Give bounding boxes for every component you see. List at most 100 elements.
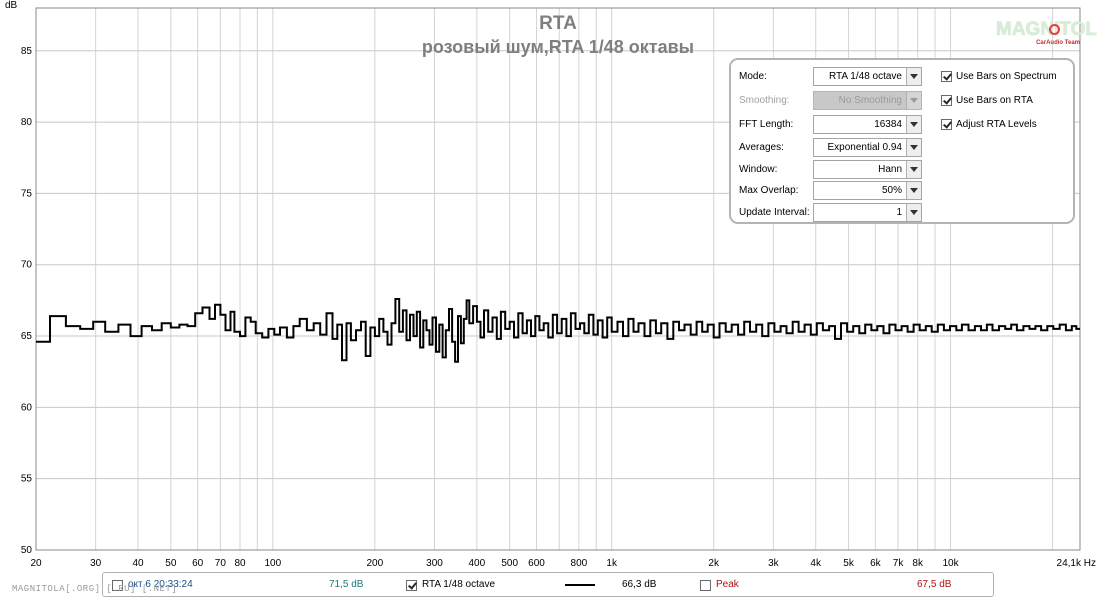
x-tick-label: 60 [192, 558, 204, 569]
x-tick-label: 7k [893, 558, 905, 569]
fft-length-label: FFT Length: [739, 119, 794, 130]
mode-label: Mode: [739, 71, 767, 82]
plot-frame [35, 7, 1081, 551]
averages-row: Averages: Exponential 0.94 [738, 138, 928, 158]
chevron-down-icon[interactable] [906, 139, 921, 156]
legend-rta-swatch [565, 584, 595, 586]
adjust-rta-levels-label: Adjust RTA Levels [956, 119, 1037, 130]
x-tick-label: 400 [469, 558, 486, 569]
max-overlap-select[interactable]: 50% [813, 181, 922, 200]
x-tick-label: 4k [810, 558, 822, 569]
y-tick-label: 80 [21, 117, 33, 128]
x-tick-label: 50 [165, 558, 177, 569]
chevron-down-icon[interactable] [906, 116, 921, 133]
x-tick-label: 500 [501, 558, 518, 569]
legend-rta-value: 66,3 dB [622, 579, 657, 590]
chevron-down-icon [906, 92, 921, 109]
legend-peak-label: Peak [716, 579, 739, 590]
chevron-down-icon[interactable] [906, 204, 921, 221]
x-tick-label: 70 [215, 558, 227, 569]
site-watermark: MAGNITOLA[.ORG] [.RU] [.NET] [12, 584, 178, 594]
x-tick-labels: 20 30 40 50 60 70 80 100 200 300 400 500 600 800 1k 2k 3… [30, 558, 1096, 569]
chart-title: RTA [539, 13, 577, 34]
use-bars-rta-checkbox[interactable] [941, 95, 952, 106]
averages-label: Averages: [739, 142, 784, 153]
use-bars-rta-label: Use Bars on RTA [956, 95, 1033, 106]
y-axis-label: dB [5, 0, 18, 11]
chevron-down-icon[interactable] [906, 68, 921, 85]
logo-ring-icon [1049, 24, 1060, 35]
y-tick-label: 70 [21, 260, 33, 271]
adjust-rta-levels-checkbox[interactable] [941, 119, 952, 130]
x-tick-label: 5k [843, 558, 855, 569]
legend-measurement-label: окт 6 20:33:24 [128, 579, 193, 590]
x-tick-label: 24,1k Hz [1057, 558, 1096, 569]
legend-toggle-measurement[interactable] [112, 580, 123, 591]
use-bars-spectrum-checkbox[interactable] [941, 71, 952, 82]
x-tick-label: 100 [265, 558, 282, 569]
series-line-rta [36, 298, 1080, 363]
x-tick-label: 1k [606, 558, 618, 569]
update-interval-select[interactable]: 1 [813, 203, 922, 222]
rta-control-panel: Mode: RTA 1/48 octave Smoothing: No Smoo… [729, 58, 1075, 224]
x-tick-label: 20 [30, 558, 42, 569]
logo-tagline: CarAudio Team [1036, 40, 1080, 46]
window-value: Hann [878, 164, 902, 175]
chevron-down-icon[interactable] [906, 182, 921, 199]
mode-select[interactable]: RTA 1/48 octave [813, 67, 922, 86]
x-tick-label: 800 [571, 558, 588, 569]
x-tick-label: 40 [132, 558, 144, 569]
legend-rta-label: RTA 1/48 octave [422, 579, 496, 590]
legend-toggle-rta[interactable] [406, 580, 417, 591]
adjust-rta-levels-option[interactable]: Adjust RTA Levels [941, 118, 1071, 134]
x-tick-label: 600 [528, 558, 545, 569]
legend-toggle-peak[interactable] [700, 580, 711, 591]
y-tick-label: 55 [21, 474, 33, 485]
x-tick-label: 8k [912, 558, 924, 569]
update-interval-label: Update Interval: [739, 207, 810, 218]
legend-measurement-value: 71,5 dB [329, 579, 364, 590]
y-tick-label: 60 [21, 402, 33, 413]
x-tick-label: 10k [942, 558, 959, 569]
chevron-down-icon[interactable] [906, 161, 921, 178]
use-bars-spectrum-label: Use Bars on Spectrum [956, 71, 1057, 82]
y-tick-labels: 50 55 60 65 70 75 80 85 [21, 46, 33, 556]
x-tick-label: 30 [90, 558, 102, 569]
x-tick-label: 2k [708, 558, 720, 569]
use-bars-rta-option[interactable]: Use Bars on RTA [941, 94, 1071, 110]
x-tick-label: 3k [768, 558, 780, 569]
x-tick-label: 80 [234, 558, 246, 569]
max-overlap-label: Max Overlap: [739, 185, 799, 196]
legend-bar: окт 6 20:33:24 71,5 dB RTA 1/48 octave 6… [102, 572, 994, 597]
mode-row: Mode: RTA 1/48 octave [738, 67, 928, 87]
update-interval-value: 1 [896, 207, 902, 218]
fft-length-value: 16384 [874, 119, 902, 130]
window-row: Window: Hann [738, 160, 928, 180]
x-tick-label: 200 [367, 558, 384, 569]
fft-length-select[interactable]: 16384 [813, 115, 922, 134]
averages-select[interactable]: Exponential 0.94 [813, 138, 922, 157]
averages-value: Exponential 0.94 [827, 142, 902, 153]
smoothing-select: No Smoothing [813, 91, 922, 110]
y-tick-label: 50 [21, 545, 33, 556]
fft-length-row: FFT Length: 16384 [738, 115, 928, 135]
logo-wordmark: MAGNITOLA [996, 19, 1097, 40]
mode-value: RTA 1/48 octave [828, 71, 902, 82]
x-tick-label: 300 [426, 558, 443, 569]
x-tick-label: 6k [870, 558, 882, 569]
smoothing-row: Smoothing: No Smoothing [738, 91, 928, 111]
update-interval-row: Update Interval: 1 [738, 203, 928, 223]
y-tick-label: 75 [21, 188, 33, 199]
max-overlap-value: 50% [881, 185, 902, 196]
max-overlap-row: Max Overlap: 50% [738, 181, 928, 201]
use-bars-spectrum-option[interactable]: Use Bars on Spectrum [941, 70, 1071, 86]
y-tick-label: 85 [21, 46, 33, 57]
window-select[interactable]: Hann [813, 160, 922, 179]
window-label: Window: [739, 164, 778, 175]
legend-peak-value: 67,5 dB [917, 579, 952, 590]
smoothing-label: Smoothing: [739, 95, 790, 106]
smoothing-value: No Smoothing [838, 95, 902, 106]
magnitola-logo: MAGNITOLA CarAudio Team [996, 19, 1097, 51]
chart-subtitle: розовый шум,RTA 1/48 октавы [421, 37, 695, 57]
rta-plot: 50 55 60 65 70 75 80 85 20 30 40 50 60 70 80 100 200 300… [21, 7, 1096, 569]
